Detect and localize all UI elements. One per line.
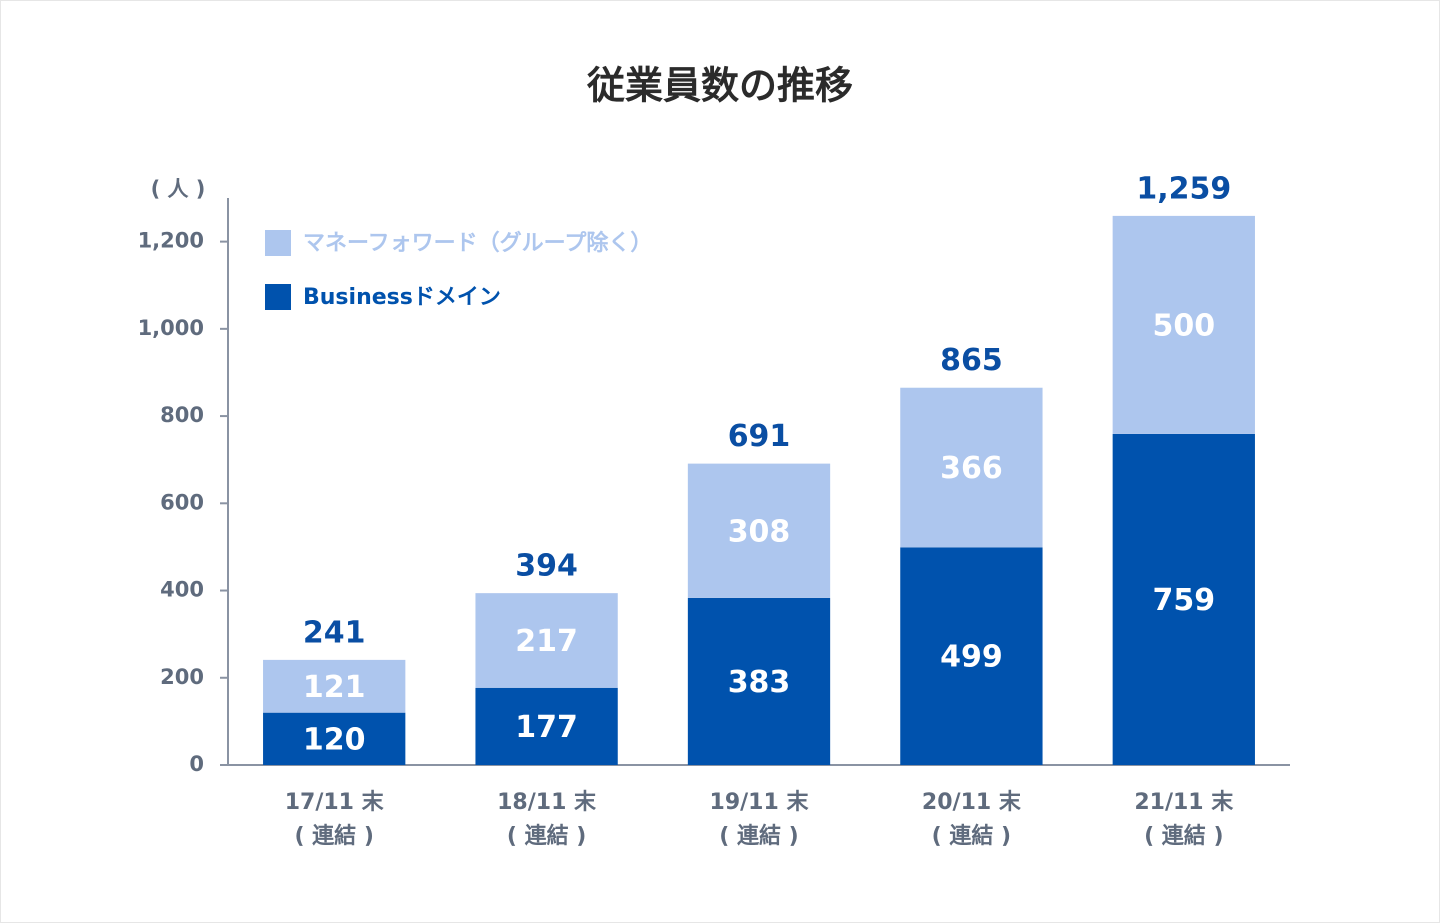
x-tick-label: ( 連結 ) [507, 823, 586, 849]
bar-segment [475, 593, 618, 688]
y-tick-label: 200 [160, 665, 204, 689]
total-label: 865 [940, 343, 1003, 378]
segment-label: 308 [728, 514, 791, 549]
y-tick-label: 800 [160, 403, 204, 427]
total-label: 691 [728, 419, 791, 454]
total-label: 241 [303, 615, 366, 650]
segment-label: 366 [940, 451, 1003, 486]
x-tick-label: ( 連結 ) [1144, 823, 1223, 849]
chart-title: 従業員数の推移 [586, 64, 853, 108]
legend-swatch [265, 284, 291, 310]
y-tick-label: 600 [160, 490, 204, 514]
segment-label: 120 [303, 722, 366, 757]
segment-label: 383 [728, 665, 791, 700]
bar-segment [687, 463, 831, 598]
y-tick-label: 0 [189, 752, 204, 776]
x-tick-label: 21/11 末 [1134, 790, 1234, 815]
total-label: 1,259 [1136, 171, 1231, 206]
segment-label: 121 [303, 670, 366, 705]
segment-label: 217 [515, 624, 578, 659]
y-tick-label: 1,200 [138, 229, 204, 253]
bar-segment [263, 659, 406, 713]
bar-segment [900, 387, 1043, 548]
legend-swatch [265, 230, 291, 256]
bar-segment [475, 687, 618, 765]
segment-label: 177 [515, 710, 578, 745]
y-tick-label: 400 [160, 578, 204, 602]
x-tick-label: ( 連結 ) [294, 823, 373, 849]
legend-label: Businessドメイン [303, 285, 501, 310]
bar-segment [687, 597, 831, 765]
legend-label: マネーフォワード（グループ除く） [303, 230, 652, 256]
bar-segment [263, 712, 406, 765]
total-label: 394 [515, 549, 578, 584]
bar-segment [1112, 215, 1255, 434]
x-tick-label: ( 連結 ) [719, 823, 798, 849]
bar-segment [1112, 433, 1255, 765]
bar-segment [900, 547, 1043, 765]
y-unit: ( 人 ) [151, 177, 206, 201]
segment-label: 759 [1152, 583, 1215, 618]
x-tick-label: 17/11 末 [285, 790, 385, 815]
x-tick-label: 20/11 末 [922, 790, 1022, 815]
y-tick-label: 1,000 [138, 316, 204, 340]
x-tick-label: 19/11 末 [710, 790, 810, 815]
segment-label: 499 [940, 640, 1003, 675]
x-tick-label: 18/11 末 [497, 790, 597, 815]
x-tick-label: ( 連結 ) [932, 823, 1011, 849]
segment-label: 500 [1152, 308, 1215, 343]
